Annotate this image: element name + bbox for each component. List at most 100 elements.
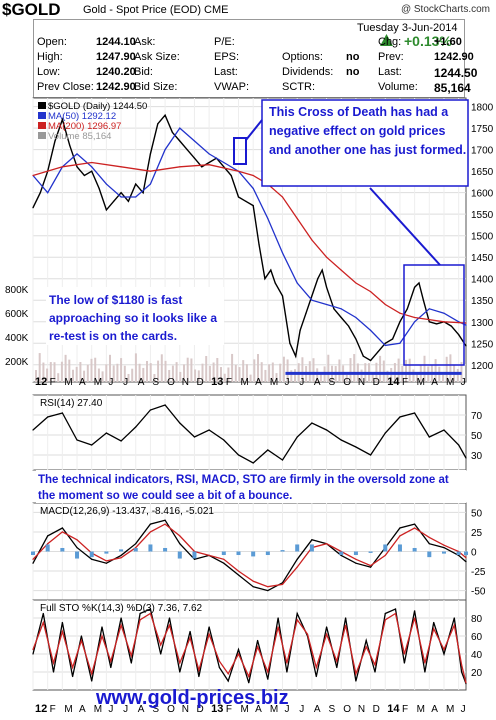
volume-bar-69 xyxy=(290,370,293,382)
point-price-2-19 xyxy=(414,316,416,319)
macd-hist-2 xyxy=(60,547,65,552)
point-price-2-2 xyxy=(91,161,93,164)
macd-hist-6 xyxy=(119,549,124,552)
point-rsi-0-15 xyxy=(252,462,254,464)
point-macd-1-13 xyxy=(223,558,225,560)
macd-hist-17 xyxy=(280,550,285,552)
volume-bar-3 xyxy=(46,368,49,382)
volume-bar-45 xyxy=(201,363,204,382)
point-stochastic-1-0 xyxy=(32,648,34,651)
chart-description: Gold - Spot Price (EOD) CME xyxy=(83,4,229,16)
point-stochastic-0-2 xyxy=(52,671,55,673)
point-macd-0-30 xyxy=(465,561,467,563)
macd-hist-30 xyxy=(464,551,468,556)
point-price-0-24 xyxy=(208,161,210,164)
point-stochastic-1-30 xyxy=(325,633,328,635)
quote-l5-0: Chg: xyxy=(378,36,402,48)
point-price-0-15 xyxy=(142,192,144,194)
quote-l2-0: Ask: xyxy=(134,36,156,48)
volume-bar-20 xyxy=(109,354,111,382)
point-macd-0-29 xyxy=(458,554,460,557)
volume-tick-0: 800K xyxy=(5,285,29,296)
website-url[interactable]: www.gold-prices.biz xyxy=(96,687,289,709)
ytick-rsi-1: 50 xyxy=(471,431,483,442)
point-rsi-0-0 xyxy=(32,429,34,431)
point-price-1-15 xyxy=(252,187,254,189)
point-price-2-6 xyxy=(208,164,210,166)
volume-bar-2 xyxy=(42,362,45,382)
point-stochastic-1-9 xyxy=(120,624,122,626)
point-price-0-56 xyxy=(418,282,420,284)
point-rsi-0-19 xyxy=(311,422,313,424)
macd-hist-1 xyxy=(45,544,50,552)
xtick-1-5: J xyxy=(108,704,113,715)
point-price-0-57 xyxy=(422,299,425,301)
point-macd-0-15 xyxy=(252,586,254,588)
point-rsi-0-7 xyxy=(135,426,137,428)
point-rsi-0-9 xyxy=(164,404,166,406)
xtick-0-20: S xyxy=(329,377,336,388)
volume-bar-28 xyxy=(138,363,141,382)
macd-hist-15 xyxy=(251,551,256,557)
source-label[interactable]: @ StockCharts.com xyxy=(400,4,490,15)
point-macd-0-28 xyxy=(443,546,445,549)
point-stochastic-0-40 xyxy=(424,671,426,673)
point-stochastic-1-34 xyxy=(365,646,367,648)
point-price-0-35 xyxy=(281,295,284,297)
recent-cross-box xyxy=(403,264,465,366)
point-price-0-40 xyxy=(311,295,313,297)
volume-bar-10 xyxy=(72,369,74,382)
point-macd-1-30 xyxy=(465,557,467,559)
volume-bar-24 xyxy=(123,365,126,382)
point-macd-1-18 xyxy=(296,566,298,568)
point-price-0-4 xyxy=(61,118,63,121)
quote-l2-1: Ask Size: xyxy=(134,51,180,63)
point-price-0-27 xyxy=(230,174,232,177)
point-price-0-8 xyxy=(91,170,93,172)
point-price-2-8 xyxy=(252,174,254,177)
point-macd-1-9 xyxy=(164,523,166,525)
xtick-1-26: M xyxy=(417,704,425,715)
point-price-2-22 xyxy=(458,322,460,324)
point-stochastic-1-40 xyxy=(424,662,426,664)
volume-bar-88 xyxy=(360,369,363,382)
point-price-1-24 xyxy=(384,344,386,347)
point-price-1-30 xyxy=(465,324,467,326)
low-retest-note: The low of $1180 is fast approaching so … xyxy=(49,293,218,343)
point-macd-0-0 xyxy=(32,562,34,564)
volume-bar-98 xyxy=(397,358,400,382)
point-price-0-32 xyxy=(264,278,266,280)
point-price-1-4 xyxy=(91,166,93,168)
point-price-0-9 xyxy=(98,187,100,189)
xtick-1-22: N xyxy=(358,704,365,715)
xtick-1-14: M xyxy=(240,704,248,715)
point-price-0-22 xyxy=(193,157,196,159)
point-price-0-14 xyxy=(135,183,137,185)
point-stochastic-0-43 xyxy=(453,617,455,619)
volume-bar-25 xyxy=(127,373,130,382)
point-stochastic-1-18 xyxy=(208,633,210,635)
quote-l2-3: Bid Size: xyxy=(134,81,178,93)
volume-bar-7 xyxy=(60,361,63,382)
point-stochastic-1-32 xyxy=(345,624,347,626)
point-price-1-12 xyxy=(208,153,210,155)
quote-l1-0: Open: xyxy=(37,36,67,48)
point-price-0-50 xyxy=(377,351,379,353)
volume-bar-61 xyxy=(260,362,263,382)
volume-bar-58 xyxy=(249,374,252,382)
volume-bar-0 xyxy=(35,370,37,382)
volume-bar-40 xyxy=(183,364,185,382)
point-rsi-0-6 xyxy=(120,440,122,442)
xtick-1-2: M xyxy=(64,704,72,715)
quote-v1-2: 1240.20 xyxy=(96,66,136,78)
point-price-0-31 xyxy=(258,243,260,245)
cross-of-death-note: This Cross of Death has had a negative e… xyxy=(269,105,467,157)
volume-bar-53 xyxy=(231,353,234,382)
volume-bar-29 xyxy=(142,367,145,382)
point-price-0-59 xyxy=(436,323,438,325)
point-price-1-13 xyxy=(223,161,225,164)
point-macd-0-23 xyxy=(369,566,372,568)
point-price-0-46 xyxy=(347,325,350,327)
xtick-0-0: 12 xyxy=(35,376,47,388)
